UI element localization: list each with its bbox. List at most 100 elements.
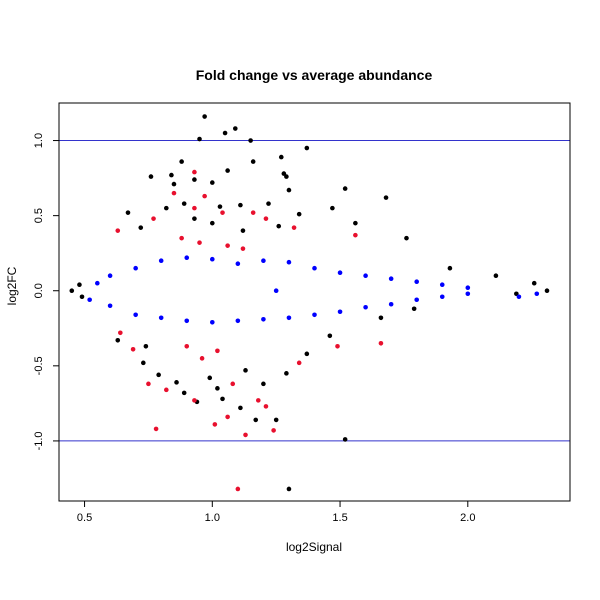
data-point — [235, 261, 241, 267]
chart-title: Fold change vs average abundance — [196, 67, 433, 83]
data-point — [171, 190, 177, 196]
y-axis-ticks: -1.0 -0.5 0.0 0.5 1.0 — [33, 133, 59, 450]
data-point — [383, 195, 389, 200]
data-point — [291, 225, 297, 230]
data-point — [388, 276, 394, 282]
data-point — [184, 255, 190, 260]
data-point — [138, 225, 144, 230]
x-tick-label: 0.5 — [77, 512, 92, 524]
data-point — [87, 297, 92, 303]
data-point — [255, 398, 261, 403]
data-point — [95, 280, 100, 286]
x-tick-label: 2.0 — [460, 512, 475, 524]
data-point — [378, 315, 384, 321]
plot-frame — [58, 102, 571, 502]
data-point — [230, 381, 236, 387]
data-point — [107, 273, 113, 279]
data-point — [192, 205, 197, 211]
data-point — [363, 304, 368, 310]
data-point — [118, 330, 123, 336]
data-point — [192, 216, 197, 221]
data-point — [286, 187, 292, 193]
y-tick-label: 0.0 — [33, 283, 45, 298]
data-point — [263, 404, 269, 409]
data-point — [115, 228, 121, 233]
data-point — [225, 168, 230, 173]
data-point — [215, 348, 220, 354]
x-axis-ticks: 0.5 1.0 1.5 2.0 — [77, 501, 475, 524]
data-point — [207, 375, 213, 381]
data-point — [210, 220, 215, 226]
data-point — [516, 294, 522, 300]
data-point — [250, 210, 256, 215]
data-point — [220, 396, 225, 402]
data-point — [210, 180, 215, 185]
data-point — [304, 145, 310, 151]
data-point — [253, 417, 259, 423]
data-point — [363, 273, 368, 279]
data-point — [215, 386, 220, 391]
data-point — [181, 201, 187, 206]
y-tick-label: -0.5 — [33, 356, 45, 375]
data-point — [240, 228, 246, 233]
data-point — [235, 318, 241, 324]
data-point — [143, 344, 149, 349]
data-points — [69, 114, 550, 492]
data-point — [465, 285, 471, 291]
data-point — [79, 294, 85, 300]
data-point — [337, 270, 343, 276]
data-point — [414, 279, 420, 285]
data-point — [153, 426, 159, 432]
data-point — [148, 174, 154, 179]
data-point — [284, 174, 289, 179]
data-point — [263, 216, 269, 221]
data-point — [158, 258, 164, 263]
data-point — [465, 291, 471, 297]
data-point — [327, 333, 333, 339]
data-point — [304, 351, 310, 357]
data-point — [312, 312, 317, 318]
data-point — [273, 417, 279, 423]
data-point — [69, 288, 75, 294]
data-point — [130, 347, 136, 352]
data-point — [174, 380, 179, 385]
data-point — [125, 210, 131, 215]
data-point — [439, 294, 445, 300]
data-point — [192, 169, 197, 175]
data-point — [184, 318, 190, 324]
data-point — [210, 256, 215, 262]
data-point — [181, 390, 187, 396]
data-point — [192, 398, 197, 403]
data-point — [261, 381, 266, 387]
data-point — [133, 312, 138, 318]
data-point — [164, 205, 169, 211]
data-point — [197, 136, 202, 142]
data-point — [278, 154, 284, 160]
data-point — [286, 486, 292, 492]
data-point — [171, 181, 177, 187]
data-point — [261, 258, 266, 263]
data-point — [235, 486, 241, 492]
data-point — [531, 280, 537, 286]
data-point — [296, 360, 302, 366]
data-point — [534, 291, 540, 297]
data-point — [342, 186, 348, 191]
data-point — [232, 126, 238, 131]
data-point — [353, 220, 358, 226]
data-point — [330, 205, 335, 211]
data-point — [414, 297, 420, 303]
data-point — [312, 265, 317, 271]
data-point — [493, 273, 499, 279]
data-point — [243, 368, 248, 373]
data-point — [238, 202, 243, 208]
data-point — [240, 246, 246, 251]
data-point — [77, 282, 82, 288]
data-point — [222, 130, 228, 136]
data-point — [210, 319, 215, 325]
data-point — [411, 306, 417, 312]
data-point — [439, 282, 445, 288]
data-point — [146, 381, 151, 387]
data-point — [179, 235, 184, 241]
data-point — [296, 211, 302, 217]
data-point — [447, 265, 453, 271]
